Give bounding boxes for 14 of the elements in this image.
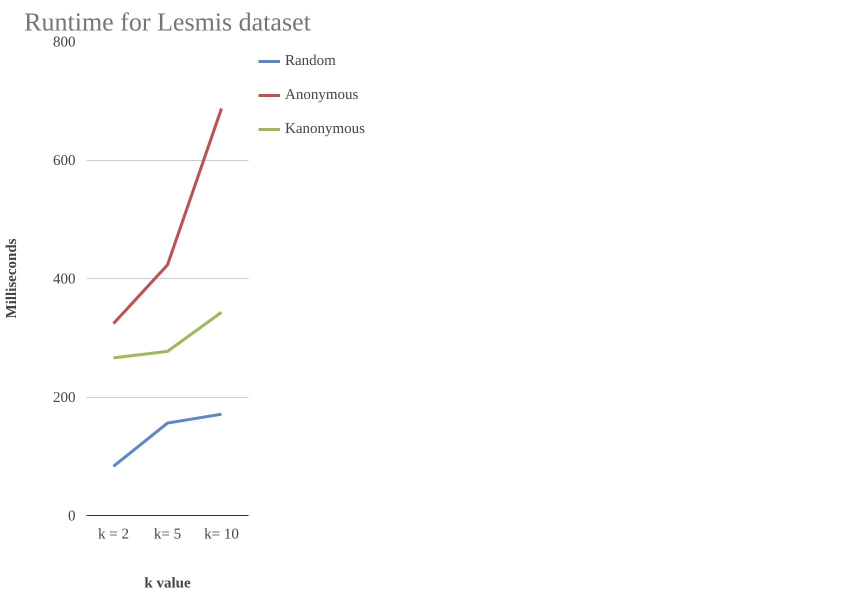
y-tick-label: 0: [68, 508, 76, 524]
legend-label: Kanonymous: [285, 120, 365, 138]
chart-title: Runtime for Lesmis dataset: [24, 8, 312, 36]
x-tick-label: k = 2: [98, 526, 129, 542]
y-tick-label: 600: [53, 153, 76, 169]
x-axis-title: k value: [144, 576, 191, 592]
x-tick-label: k= 5: [154, 526, 182, 542]
x-tick-label: k= 10: [204, 526, 239, 542]
y-tick-label: 800: [53, 34, 76, 50]
y-tick-label: 400: [53, 272, 76, 288]
legend-label: Random: [285, 52, 336, 70]
legend-label: Anonymous: [285, 86, 358, 104]
y-tick-label: 200: [53, 390, 76, 406]
y-axis-title: Milliseconds: [4, 238, 20, 318]
